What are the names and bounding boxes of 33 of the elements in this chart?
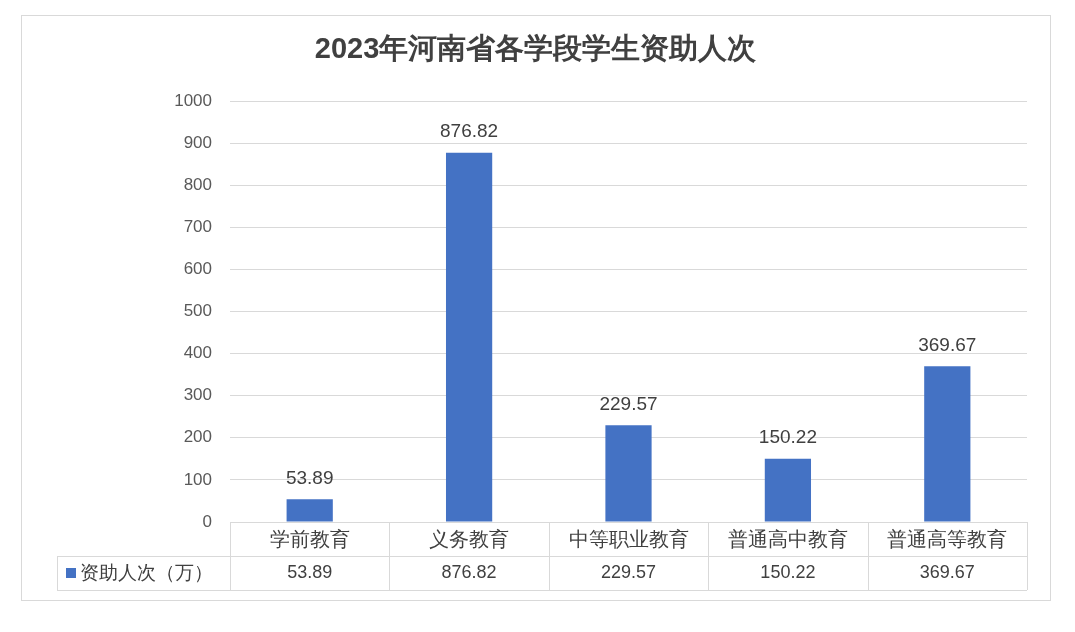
data-label: 876.82 (441, 561, 497, 582)
chart-title: 2023年河南省各学段学生资助人次 (314, 32, 757, 64)
y-tick-label: 1000 (174, 90, 212, 110)
x-tick-label: 学前教育 (269, 527, 350, 550)
x-tick-label: 中等职业教育 (568, 527, 689, 550)
y-tick-label: 0 (202, 511, 212, 531)
bar (924, 366, 971, 522)
data-label: 53.89 (287, 561, 333, 582)
annotation: 876.82 (440, 120, 499, 142)
data-label: 229.57 (600, 561, 657, 582)
y-tick-label: 700 (183, 216, 212, 236)
y-tick-label: 100 (183, 469, 212, 489)
bar (764, 458, 812, 522)
annotation: 150.22 (758, 425, 817, 447)
annotation: 229.57 (599, 392, 658, 414)
x-tick-label: 普通高中教育 (727, 527, 848, 550)
y-tick-label: 400 (183, 343, 212, 363)
y-tick-label: 900 (183, 132, 212, 152)
y-tick-label: 300 (183, 385, 212, 405)
data-label: 369.67 (919, 561, 975, 582)
bar (286, 499, 333, 522)
legend-label: 资助人次（万） (80, 561, 213, 584)
x-tick-label: 普通高等教育 (887, 527, 1008, 550)
y-tick-label: 200 (183, 427, 212, 447)
annotation: 369.67 (918, 333, 977, 355)
y-tick-label: 600 (183, 259, 212, 279)
y-tick-label: 800 (183, 174, 212, 194)
bar (605, 425, 652, 522)
annotation: 53.89 (285, 466, 334, 488)
y-tick-label: 500 (183, 301, 212, 321)
x-tick-label: 义务教育 (429, 527, 510, 550)
data-label: 150.22 (760, 561, 816, 582)
bar (445, 152, 493, 522)
